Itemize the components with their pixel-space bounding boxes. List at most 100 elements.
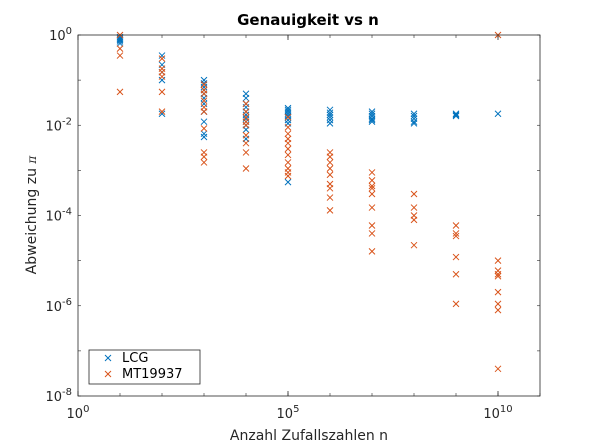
data-point-mt19937	[410, 190, 418, 198]
data-point-mt19937	[368, 204, 376, 211]
data-point-mt19937	[242, 149, 250, 156]
data-point-mt19937	[452, 230, 460, 237]
data-point-mt19937	[284, 145, 292, 153]
data-point-lcg	[452, 112, 460, 120]
data-point-lcg	[242, 115, 250, 123]
x-axis-label: Anzahl Zufallszahlen n	[230, 428, 388, 444]
data-point-mt19937	[494, 306, 502, 314]
y-tick-label: 10-6	[45, 297, 72, 315]
data-point-mt19937	[158, 73, 166, 80]
data-point-mt19937	[242, 100, 250, 108]
y-axis-label-symbol: π	[25, 155, 39, 165]
data-point-lcg	[116, 40, 124, 47]
x-tick-label: 100	[67, 404, 90, 422]
data-point-mt19937	[200, 108, 208, 116]
data-point-lcg	[326, 111, 334, 119]
y-axis-label-text: Abweichung zu	[24, 164, 40, 275]
data-point-mt19937	[326, 171, 334, 179]
data-point-mt19937	[368, 248, 376, 255]
data-point-mt19937	[368, 190, 376, 198]
data-point-mt19937	[494, 270, 502, 278]
data-point-mt19937	[368, 184, 376, 192]
plot-area	[78, 35, 540, 396]
data-point-mt19937	[284, 139, 292, 147]
data-point-lcg	[410, 112, 418, 120]
data-point-mt19937	[116, 45, 124, 52]
data-point-mt19937	[158, 88, 166, 96]
data-point-mt19937	[200, 159, 208, 166]
data-point-mt19937	[116, 52, 124, 59]
data-point-mt19937	[158, 55, 166, 62]
legend-marker-lcg-glyph	[104, 354, 112, 362]
x-tick-labels: 100 105 1010	[67, 404, 513, 422]
data-point-mt19937	[452, 232, 460, 240]
data-point-mt19937	[242, 131, 250, 139]
legend-marker-mt19937-glyph	[104, 370, 112, 378]
data-point-lcg	[410, 115, 418, 123]
data-point-mt19937	[368, 177, 376, 184]
data-point-mt19937	[368, 182, 376, 190]
data-point-lcg	[326, 120, 334, 127]
y-tick-label: 10-4	[45, 207, 72, 225]
data-point-mt19937	[494, 300, 502, 308]
data-point-mt19937	[452, 222, 460, 229]
data-point-mt19937	[326, 159, 334, 166]
data-point-mt19937	[284, 113, 292, 121]
chart-title: Genauigkeit vs n	[237, 11, 379, 29]
legend-marker-mt19937	[104, 370, 112, 378]
data-point-mt19937	[326, 207, 334, 214]
data-point-lcg	[410, 120, 418, 127]
data-point-mt19937	[284, 172, 292, 180]
x-tick-label: 1010	[483, 404, 512, 422]
data-point-lcg	[158, 52, 166, 59]
data-point-lcg	[326, 106, 334, 114]
legend-label-mt19937: MT19937	[122, 367, 183, 382]
data-point-mt19937	[410, 216, 418, 224]
data-point-lcg	[242, 94, 250, 102]
data-point-lcg	[368, 118, 376, 126]
data-point-lcg	[200, 83, 208, 91]
data-point-mt19937	[200, 81, 208, 88]
data-point-mt19937	[410, 241, 418, 249]
y-tick-labels: 10-8 10-6 10-4 10-2 100	[45, 26, 72, 405]
data-point-mt19937	[242, 121, 250, 129]
data-point-lcg	[368, 116, 376, 124]
data-point-mt19937	[116, 88, 124, 96]
data-point-mt19937	[200, 153, 208, 161]
data-point-mt19937	[410, 204, 418, 211]
data-point-mt19937	[200, 97, 208, 105]
data-point-mt19937	[200, 90, 208, 98]
legend: LCG MT19937	[88, 349, 201, 385]
data-point-mt19937	[494, 257, 502, 264]
data-point-mt19937	[494, 272, 502, 280]
data-point-lcg	[200, 133, 208, 141]
data-point-mt19937	[242, 165, 250, 172]
y-tick-label: 10-8	[45, 387, 72, 405]
data-point-mt19937	[242, 139, 250, 147]
data-point-mt19937	[326, 184, 334, 192]
data-point-lcg	[284, 178, 292, 186]
data-point-lcg	[368, 110, 376, 118]
data-point-lcg	[452, 111, 460, 119]
data-point-lcg	[284, 116, 292, 124]
data-point-mt19937	[368, 230, 376, 237]
data-point-mt19937	[494, 365, 502, 373]
data-point-mt19937	[284, 130, 292, 138]
data-point-mt19937	[200, 125, 208, 132]
plot-box	[77, 34, 541, 397]
data-point-lcg	[200, 118, 208, 126]
legend-marker-lcg	[104, 354, 112, 362]
y-axis-label: Abweichung zu π	[24, 155, 40, 275]
data-point-lcg	[410, 110, 418, 118]
data-point-mt19937	[284, 159, 292, 166]
data-point-lcg	[452, 110, 460, 118]
y-tick-label: 100	[49, 26, 72, 44]
data-point-mt19937	[452, 253, 460, 261]
data-point-mt19937	[326, 194, 334, 201]
x-tick-label: 105	[277, 404, 300, 422]
data-point-mt19937	[326, 153, 334, 161]
data-point-mt19937	[326, 165, 334, 172]
data-point-lcg	[200, 130, 208, 138]
data-point-mt19937	[368, 169, 376, 176]
